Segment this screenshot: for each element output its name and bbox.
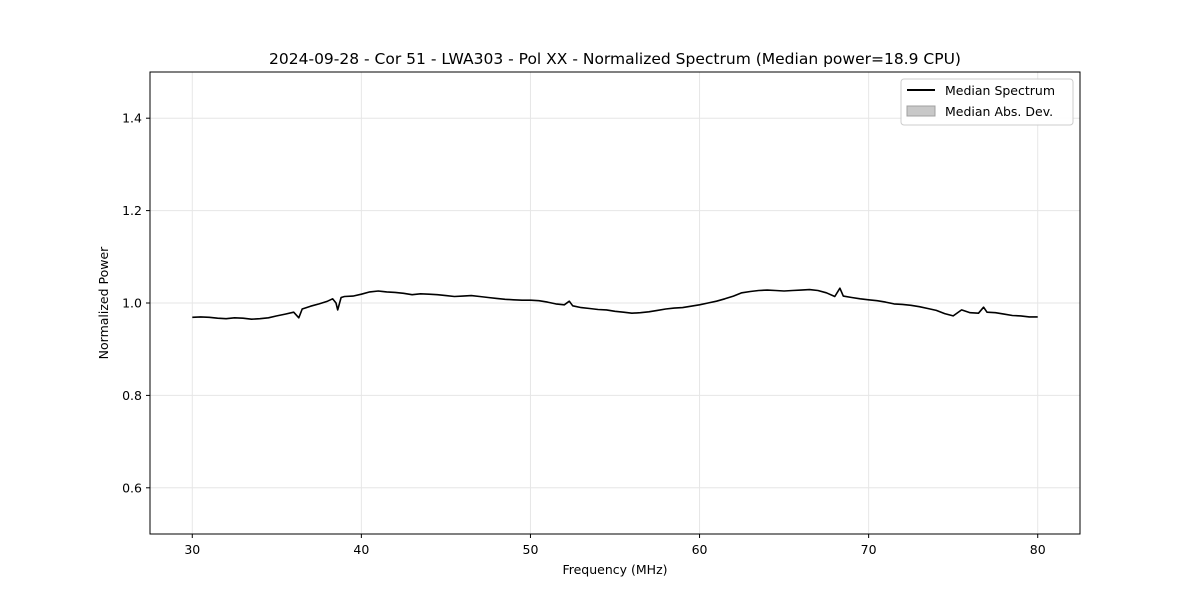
x-tick-label: 80 [1030, 542, 1046, 557]
y-axis-label: Normalized Power [96, 246, 111, 360]
legend: Median Spectrum Median Abs. Dev. [900, 78, 1074, 126]
legend-fill-swatch [906, 105, 936, 117]
grid-lines [150, 72, 1080, 534]
median-spectrum-line [192, 287, 1038, 321]
x-tick-label: 30 [184, 542, 200, 557]
y-tick-label: 1.0 [122, 296, 142, 311]
x-tick-label: 40 [353, 542, 369, 557]
x-tick-label: 70 [861, 542, 877, 557]
legend-box [900, 78, 1074, 126]
x-axis-label: Frequency (MHz) [562, 562, 667, 577]
y-tick-label: 1.4 [122, 111, 142, 126]
y-tick-label: 0.6 [122, 480, 142, 495]
y-tick-label: 1.2 [122, 203, 142, 218]
chart-title: 2024-09-28 - Cor 51 - LWA303 - Pol XX - … [269, 50, 961, 68]
legend-entry-median-abs-dev: Median Abs. Dev. [945, 104, 1053, 119]
x-tick-label: 50 [523, 542, 539, 557]
y-tick-label: 0.8 [122, 388, 142, 403]
legend-entry-median-spectrum: Median Spectrum [945, 83, 1055, 98]
plot-area [192, 287, 1038, 321]
y-axis-ticks: 0.6 0.8 1.0 1.2 1.4 [122, 111, 150, 495]
x-axis-ticks: 30 40 50 60 70 80 [184, 534, 1046, 557]
x-tick-label: 60 [692, 542, 708, 557]
